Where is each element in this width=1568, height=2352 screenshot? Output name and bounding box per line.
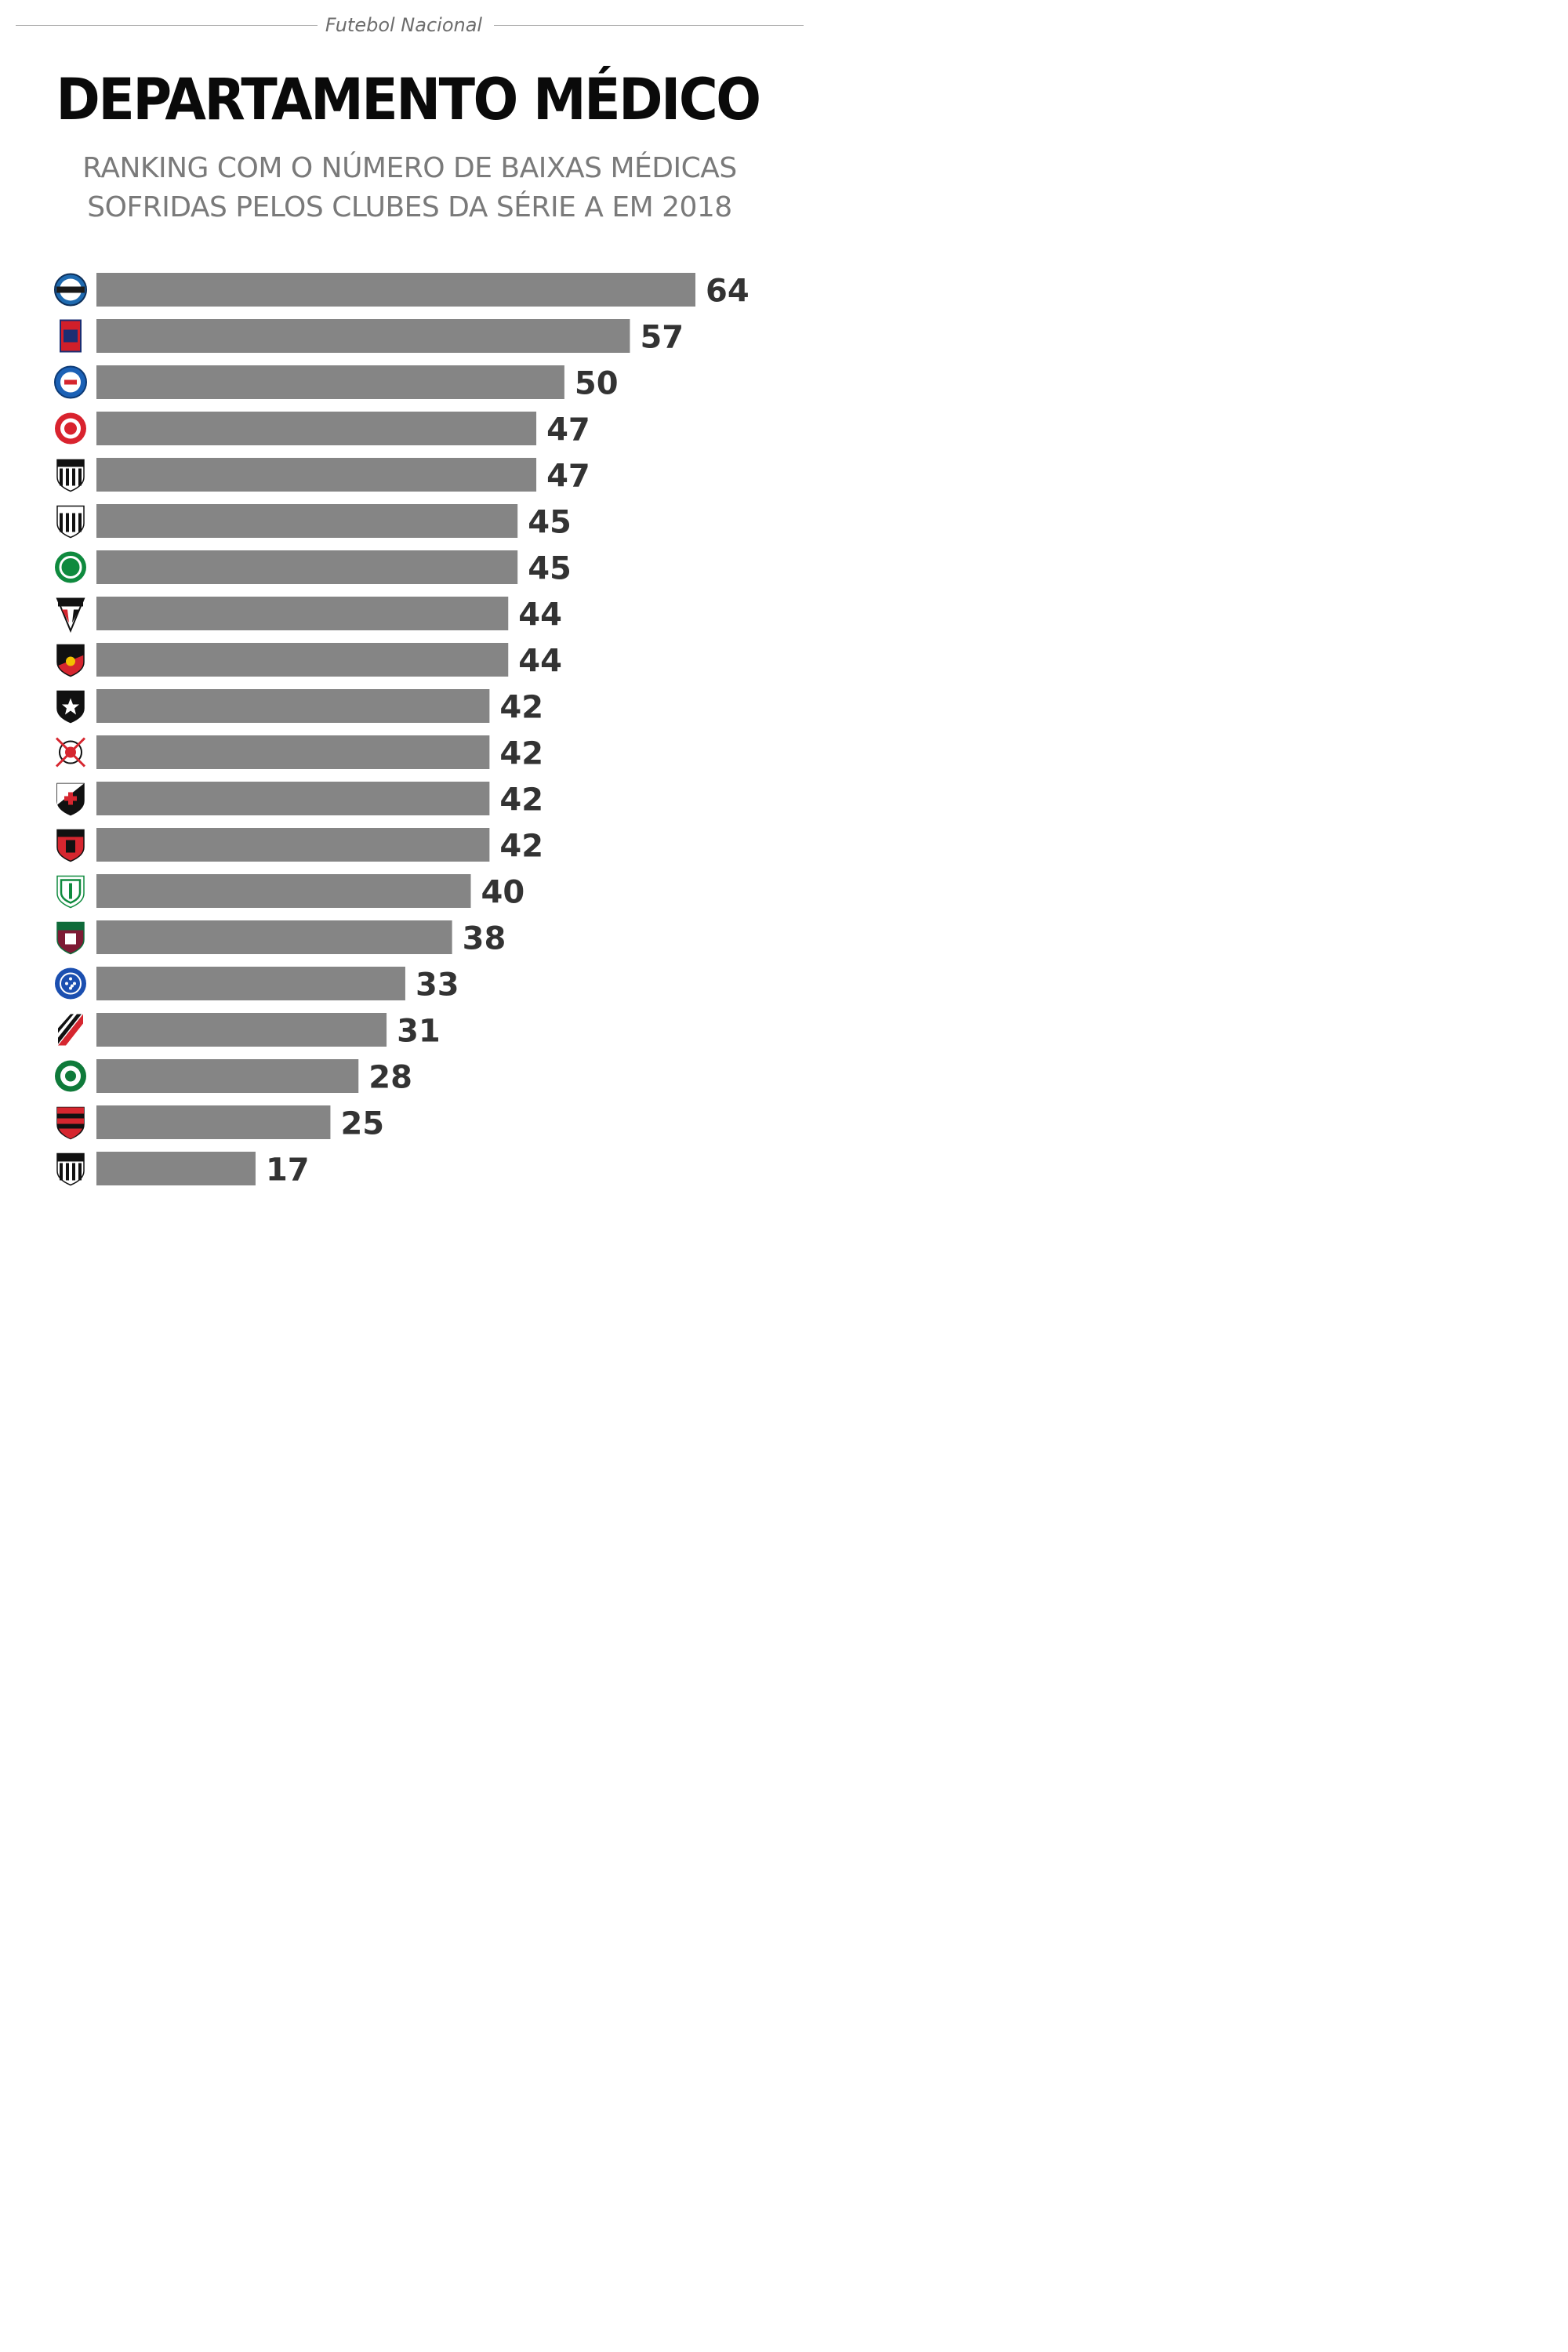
- bar: [96, 458, 537, 492]
- bar-value-label: 28: [368, 1060, 412, 1096]
- bar: [96, 920, 452, 954]
- bar: [96, 412, 537, 445]
- bar-value-label: 25: [340, 1106, 384, 1142]
- subtitle-line-2: SOFRIDAS PELOS CLUBES DA SÉRIE A EM 2018: [87, 191, 732, 223]
- parana-crest-icon: [60, 319, 82, 353]
- gremio-crest-icon: [54, 273, 87, 307]
- bar: [96, 1059, 359, 1093]
- vitoria-crest-icon: [56, 829, 85, 862]
- atletico-pr-crest-icon: [58, 1014, 83, 1046]
- santos-crest-icon: [56, 459, 85, 492]
- flamengo-crest-icon: [56, 1106, 85, 1140]
- bar-value-label: 38: [463, 921, 506, 957]
- bar-value-label: 44: [518, 597, 562, 633]
- bar-value-label: 64: [706, 274, 750, 310]
- page-title: DEPARTAMENTO MÉDICO: [56, 66, 761, 134]
- section-divider-left: [16, 25, 318, 26]
- bar-value-label: 50: [575, 366, 619, 402]
- bar: [96, 365, 564, 399]
- bar: [96, 874, 471, 908]
- bar-value-label: 47: [546, 459, 590, 495]
- vasco-crest-icon: [56, 782, 85, 816]
- america-mg-crest-icon: [56, 875, 85, 909]
- bar: [96, 967, 405, 1000]
- bar: [96, 319, 630, 353]
- bar: [96, 273, 695, 307]
- bar-value-label: 42: [499, 690, 543, 726]
- bar: [96, 550, 518, 584]
- page-subtitle: RANKING COM O NÚMERO DE BAIXAS MÉDICAS S…: [0, 149, 819, 227]
- bar-value-label: 45: [528, 505, 572, 541]
- bar-value-label: 33: [416, 967, 459, 1004]
- bar: [96, 828, 490, 862]
- chapecoense-crest-icon: [55, 551, 86, 583]
- corinthians-crest-icon: [55, 737, 86, 768]
- bar-value-label: 42: [499, 736, 543, 772]
- bar: [96, 1013, 387, 1047]
- cruzeiro-crest-icon: [55, 967, 86, 1000]
- bar-value-label: 47: [546, 412, 590, 448]
- bar-value-label: 40: [481, 875, 525, 911]
- bar: [96, 597, 509, 630]
- bar: [96, 1152, 256, 1185]
- atletico-mg-crest-icon: [56, 1152, 85, 1186]
- section-label: Futebol Nacional: [325, 14, 483, 36]
- bar: [96, 735, 490, 769]
- bar-value-label: 45: [528, 551, 572, 587]
- bahia-crest-icon: [54, 365, 87, 399]
- bar-value-label: 42: [499, 829, 543, 865]
- bar: [96, 782, 490, 815]
- bar-value-label: 31: [397, 1014, 441, 1050]
- subtitle-line-1: RANKING COM O NÚMERO DE BAIXAS MÉDICAS: [82, 152, 737, 184]
- section-divider-right: [494, 25, 804, 26]
- bar-value-label: 57: [640, 320, 684, 356]
- palmeiras-crest-icon: [55, 1060, 86, 1092]
- bar: [96, 689, 490, 723]
- bar: [96, 1105, 331, 1139]
- bar: [96, 504, 518, 538]
- ceara-crest-icon: [56, 505, 85, 539]
- bar: [96, 643, 509, 677]
- bar-value-label: 44: [518, 644, 562, 680]
- botafogo-crest-icon: [56, 690, 85, 724]
- fluminense-crest-icon: [56, 921, 85, 955]
- bar-value-label: 42: [499, 782, 543, 818]
- sport-crest-icon: [56, 644, 85, 677]
- sao-paulo-crest-icon: [56, 597, 85, 633]
- bar-value-label: 17: [266, 1152, 310, 1189]
- internacional-crest-icon: [55, 412, 86, 445]
